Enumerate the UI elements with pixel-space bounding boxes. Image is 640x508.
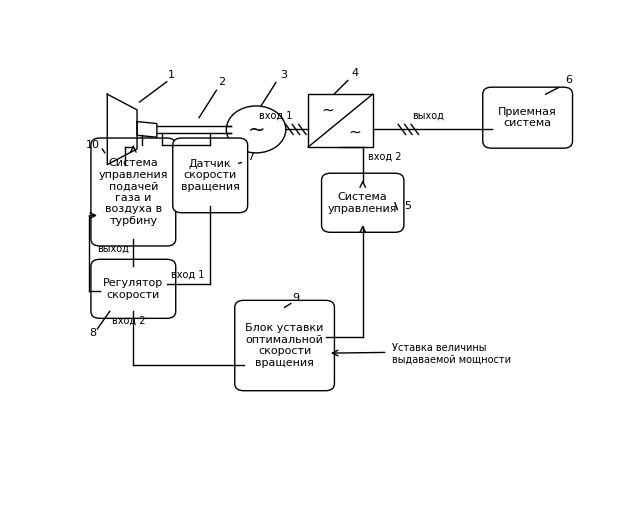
Text: 5: 5 — [404, 201, 411, 211]
FancyBboxPatch shape — [91, 259, 176, 319]
Text: 8: 8 — [89, 328, 96, 338]
FancyBboxPatch shape — [235, 300, 335, 391]
Text: 3: 3 — [280, 70, 287, 80]
Text: выход: выход — [412, 111, 444, 121]
Text: Система
управления: Система управления — [328, 192, 397, 213]
FancyBboxPatch shape — [173, 138, 248, 213]
Text: 10: 10 — [85, 140, 99, 150]
Text: 2: 2 — [218, 78, 225, 87]
Text: ~: ~ — [348, 125, 361, 140]
Text: вход 2: вход 2 — [111, 316, 145, 326]
Text: Приемная
система: Приемная система — [499, 107, 557, 129]
FancyBboxPatch shape — [483, 87, 573, 148]
Text: вход 2: вход 2 — [368, 152, 401, 162]
Text: 7: 7 — [248, 152, 255, 162]
Text: ~: ~ — [321, 103, 334, 117]
Text: вход 1: вход 1 — [171, 270, 204, 279]
Text: 4: 4 — [352, 68, 359, 78]
Text: выход: выход — [97, 244, 129, 253]
Text: Блок уставки
оптимальной
скорости
вращения: Блок уставки оптимальной скорости вращен… — [245, 323, 324, 368]
Text: Регулятор
скорости: Регулятор скорости — [103, 278, 163, 300]
FancyBboxPatch shape — [321, 173, 404, 232]
Text: Датчик
скорости
вращения: Датчик скорости вращения — [180, 159, 239, 192]
Text: Уставка величины
выдаваемой мощности: Уставка величины выдаваемой мощности — [392, 342, 511, 364]
FancyBboxPatch shape — [91, 138, 176, 246]
Text: 9: 9 — [292, 293, 300, 303]
Text: 6: 6 — [565, 75, 572, 85]
Text: 1: 1 — [168, 70, 175, 80]
Circle shape — [227, 106, 286, 153]
Polygon shape — [108, 94, 137, 165]
Bar — [308, 94, 372, 147]
Text: Система
управления
подачей
газа и
воздуха в
турбину: Система управления подачей газа и воздух… — [99, 158, 168, 226]
Text: вход 1: вход 1 — [259, 111, 292, 121]
Text: ~: ~ — [247, 119, 265, 139]
Polygon shape — [137, 121, 157, 137]
